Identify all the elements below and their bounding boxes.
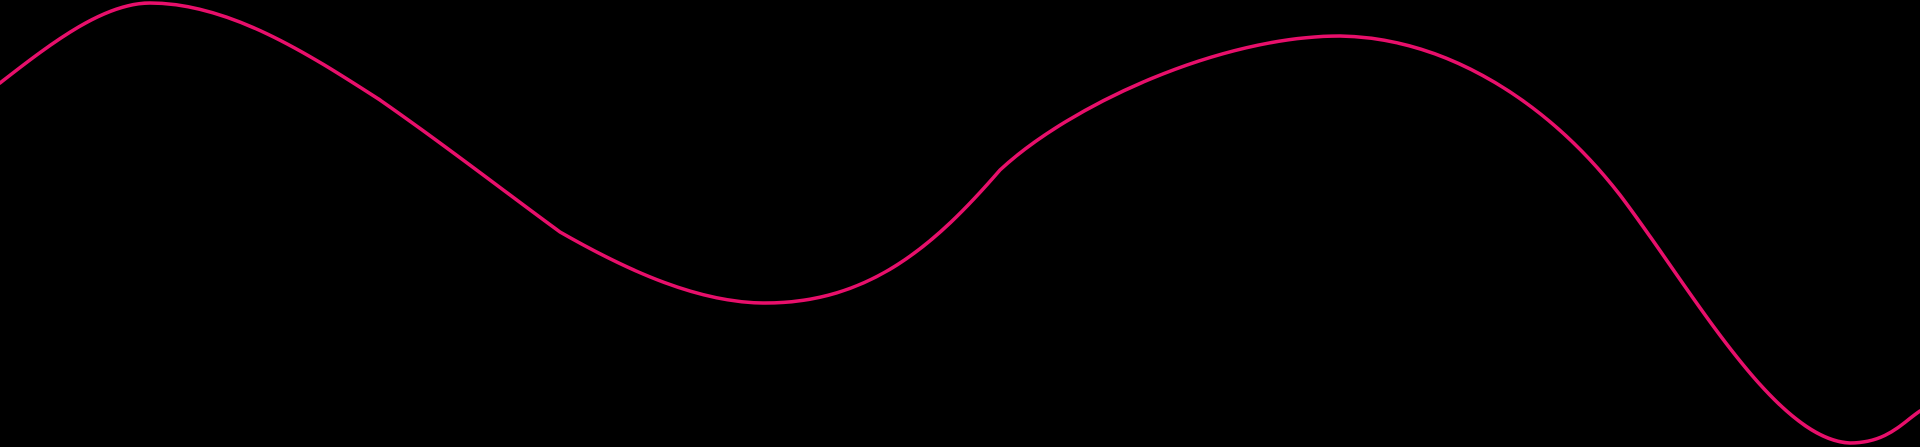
wave-curve-canvas xyxy=(0,1,1920,445)
curve-line xyxy=(0,1,1920,445)
canvas-background xyxy=(0,1,1920,445)
